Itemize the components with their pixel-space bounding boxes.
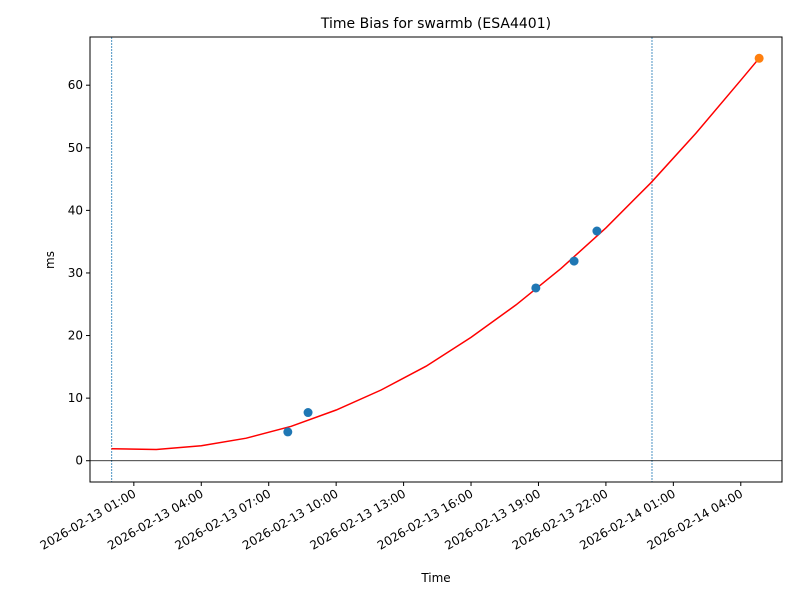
x-axis-label: Time bbox=[420, 571, 450, 585]
data-point bbox=[754, 53, 764, 63]
data-point bbox=[283, 427, 293, 437]
fit-line bbox=[111, 57, 760, 451]
data-point bbox=[569, 256, 579, 266]
data-point bbox=[531, 283, 541, 293]
data-point bbox=[592, 226, 602, 236]
data-point bbox=[303, 408, 313, 418]
y-tick-label: 40 bbox=[68, 203, 83, 217]
y-tick-label: 20 bbox=[68, 329, 83, 343]
plot-frame bbox=[89, 36, 783, 483]
y-tick-label: 60 bbox=[68, 78, 83, 92]
chart-title: Time Bias for swarmb (ESA4401) bbox=[320, 16, 551, 32]
y-tick-label: 50 bbox=[68, 141, 83, 155]
y-tick-label: 30 bbox=[68, 266, 83, 280]
y-tick-label: 0 bbox=[75, 454, 83, 468]
y-tick-label: 10 bbox=[68, 391, 83, 405]
y-axis-label: ms bbox=[43, 251, 57, 269]
